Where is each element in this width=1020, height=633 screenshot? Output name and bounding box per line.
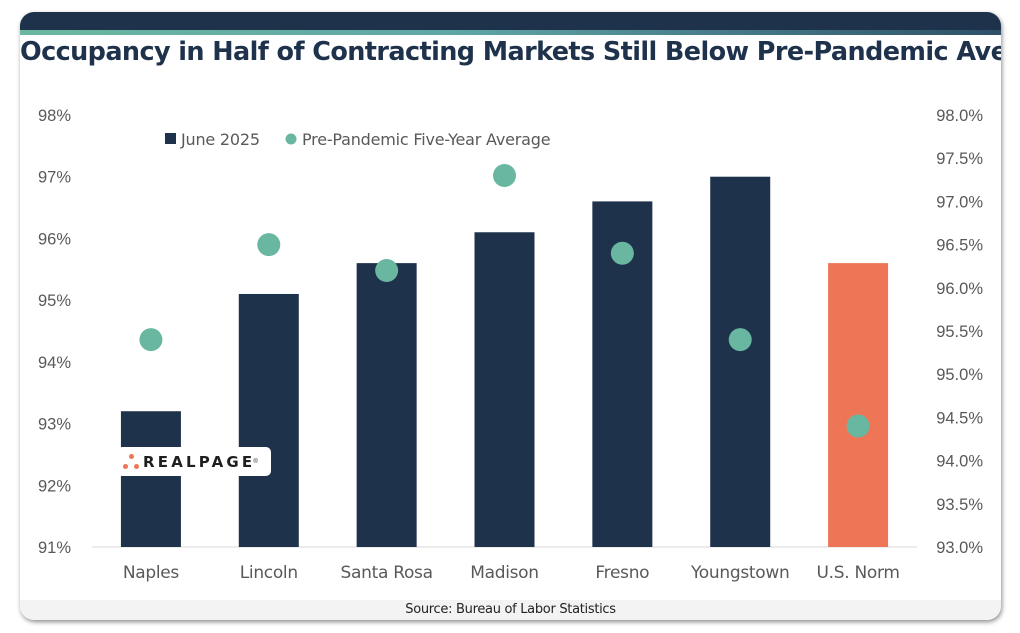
right-tick-label: 94.0% — [936, 453, 983, 471]
category-label: Youngstown — [690, 563, 789, 583]
right-tick-label: 95.0% — [936, 366, 983, 384]
logo-text: REALPAGE — [143, 452, 256, 471]
dot-santa-rosa — [375, 259, 399, 283]
legend-swatch-june-2025 — [165, 133, 176, 144]
category-label: Madison — [470, 563, 539, 583]
category-label: Naples — [123, 563, 180, 583]
right-tick-label: 96.0% — [936, 280, 983, 298]
category-axis: Naples Lincoln Santa Rosa Madison Fresno Youn… — [123, 563, 900, 583]
realpage-logo: REALPAGE ® — [117, 447, 271, 476]
left-tick-label: 96% — [38, 230, 71, 248]
right-tick-label: 97.0% — [936, 193, 983, 211]
dot-series — [139, 163, 870, 438]
right-tick-label: 95.5% — [936, 323, 983, 341]
left-tick-label: 92% — [38, 477, 71, 495]
header-accent-stripe — [20, 30, 1001, 35]
left-tick-label: 97% — [38, 169, 71, 187]
bar-u-s-norm — [828, 263, 889, 547]
category-label: Lincoln — [240, 563, 298, 583]
legend-label-pre-pandemic: Pre-Pandemic Five-Year Average — [302, 130, 550, 149]
category-label: Fresno — [595, 563, 649, 583]
header-band — [20, 12, 1001, 30]
dot-fresno — [610, 241, 634, 265]
right-tick-label: 96.5% — [936, 237, 983, 255]
left-axis: 98% 97% 96% 95% 94% 93% 92% 91% — [38, 107, 71, 557]
dot-youngstown — [728, 328, 752, 352]
bar-series — [120, 176, 889, 547]
right-tick-label: 94.5% — [936, 409, 983, 427]
bar-naples — [120, 411, 181, 547]
right-axis: 98.0% 97.5% 97.0% 96.5% 96.0% 95.5% 95.0% 94.5%… — [936, 107, 983, 557]
right-tick-label: 98.0% — [936, 107, 983, 125]
left-tick-label: 93% — [38, 416, 71, 434]
bar-madison — [474, 232, 535, 547]
dot-naples — [139, 328, 163, 352]
category-label: Santa Rosa — [341, 563, 433, 583]
source-footer: Source: Bureau of Labor Statistics — [20, 600, 1001, 620]
right-tick-label: 93.5% — [936, 496, 983, 514]
left-tick-label: 98% — [38, 107, 71, 125]
right-tick-label: 97.5% — [936, 150, 983, 168]
right-tick-label: 93.0% — [936, 539, 983, 557]
legend: June 2025 Pre-Pandemic Five-Year Average — [165, 130, 551, 149]
left-tick-label: 95% — [38, 292, 71, 310]
bar-lincoln — [238, 293, 299, 547]
chart-title: Occupancy in Half of Contracting Markets… — [20, 37, 1001, 67]
left-tick-label: 91% — [38, 539, 71, 557]
dot-lincoln — [257, 233, 281, 257]
logo-dots-icon — [117, 447, 143, 476]
legend-swatch-pre-pandemic — [285, 133, 297, 145]
source-text: Source: Bureau of Labor Statistics — [405, 602, 616, 617]
logo-trademark: ® — [253, 458, 258, 465]
dot-u-s-norm — [846, 414, 870, 438]
left-tick-label: 94% — [38, 354, 71, 372]
category-label: U.S. Norm — [817, 563, 900, 583]
dot-madison — [493, 163, 516, 187]
bar-youngstown — [710, 176, 771, 547]
bar-santa-rosa — [356, 263, 417, 547]
legend-label-june-2025: June 2025 — [180, 130, 260, 149]
